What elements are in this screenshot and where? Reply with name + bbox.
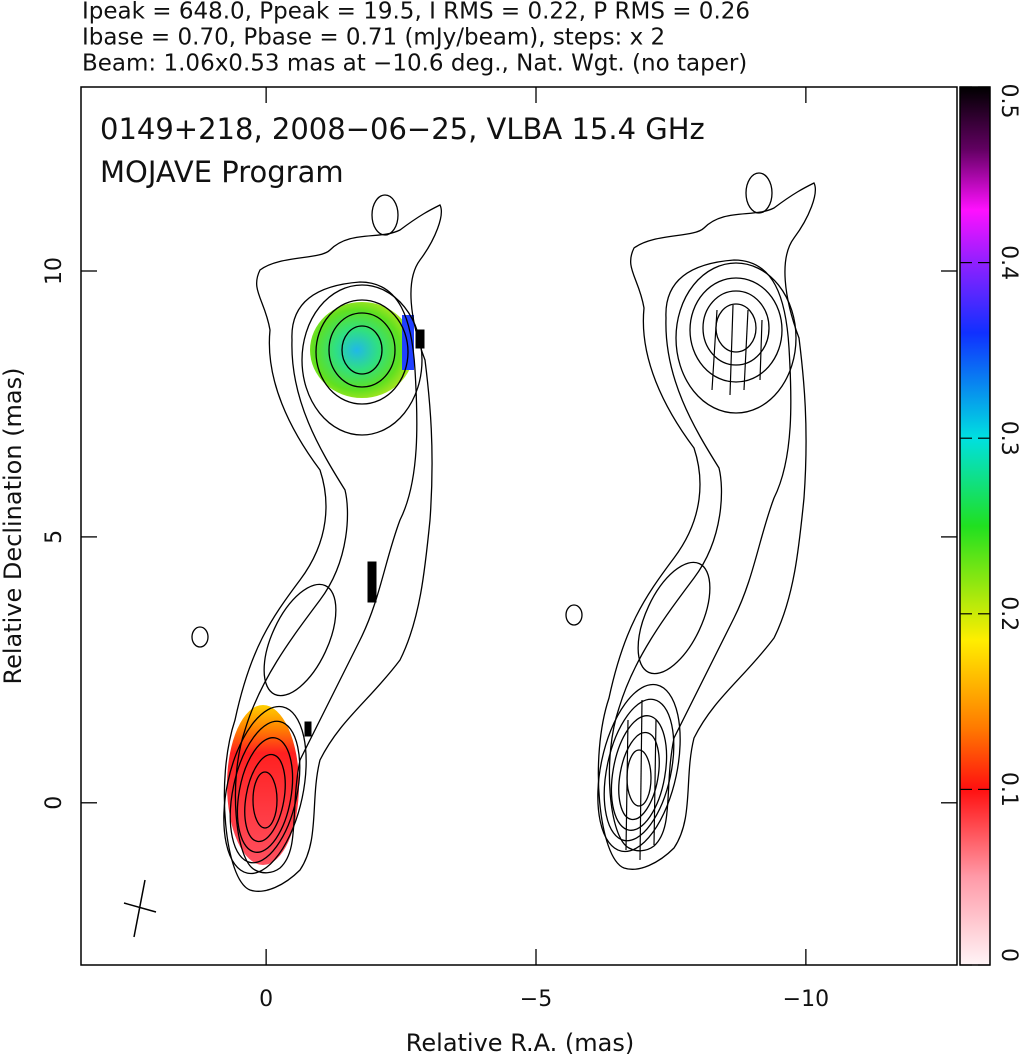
header-line: Ibase = 0.70, Pbase = 0.71 (mJy/beam), s… [82, 25, 665, 51]
colorbar-tick-label: 0.4 [996, 245, 1021, 280]
colorbar-tick-label: 0 [996, 948, 1021, 962]
contours-polarized [565, 172, 816, 870]
annotation: MOJAVE Program [100, 155, 344, 189]
header-line: Ipeak = 648.0, Ppeak = 19.5, I RMS = 0.2… [82, 0, 750, 25]
polarization-patch [227, 705, 299, 865]
colorbar-tick-label: 0.5 [996, 84, 1021, 119]
y-tick-label: 10 [42, 257, 67, 285]
x-tick-label: −5 [520, 987, 552, 1012]
polarization-patch [310, 302, 414, 398]
colorbar-tick-label: 0.2 [996, 596, 1021, 631]
colorbar-tick-label: 0.3 [996, 421, 1021, 456]
x-tick-label: −10 [783, 987, 829, 1012]
evpa-ticks [625, 304, 763, 861]
beam-marker [123, 329, 425, 938]
annotation: 0149+218, 2008−06−25, VLBA 15.4 GHz [100, 112, 705, 146]
x-tick-label: 0 [259, 987, 273, 1012]
colorbar [959, 86, 991, 966]
y-axis-label: Relative Declination (mas) [0, 367, 27, 684]
y-tick-label: 5 [42, 530, 67, 544]
y-tick-label: 0 [42, 796, 67, 810]
colorbar-tick-label: 0.1 [996, 772, 1021, 807]
polarization-patch [402, 315, 414, 370]
x-axis-label: Relative R.A. (mas) [406, 1029, 634, 1057]
plot-frame [80, 86, 958, 966]
header-line: Beam: 1.06x0.53 mas at −10.6 deg., Nat. … [82, 51, 747, 77]
